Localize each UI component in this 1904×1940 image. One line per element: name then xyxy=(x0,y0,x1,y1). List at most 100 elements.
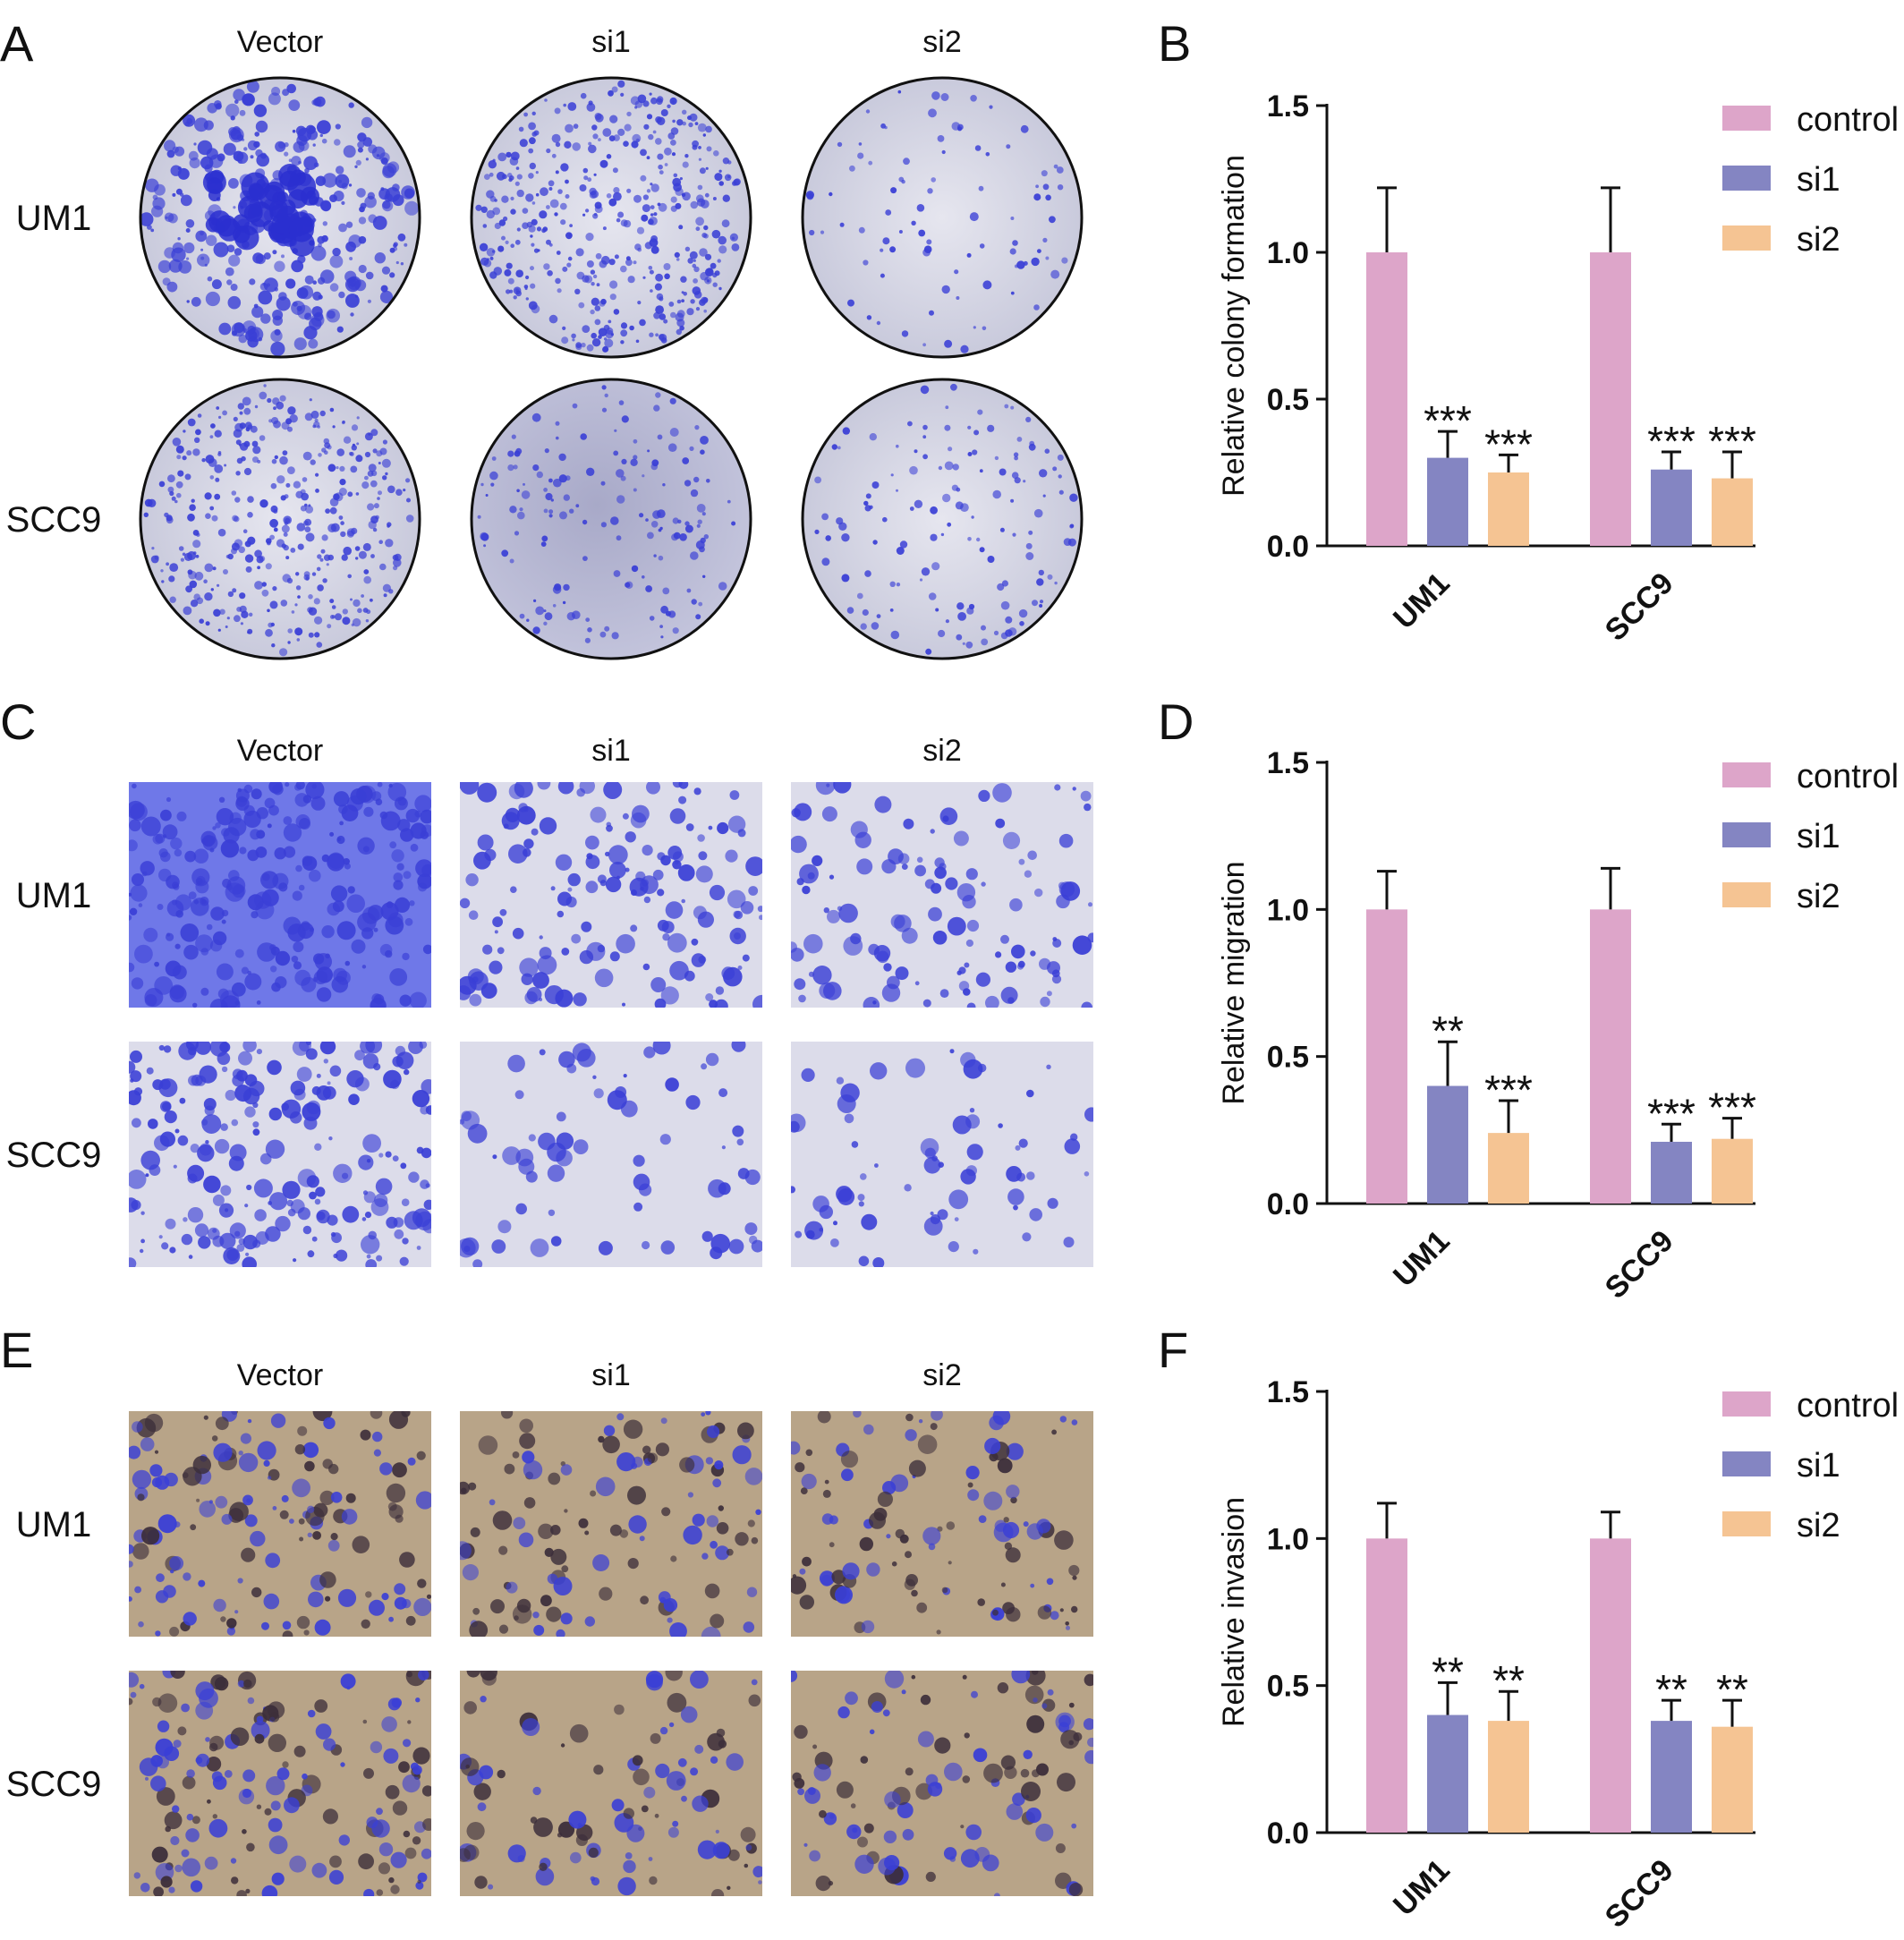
bar-si2-scc9 xyxy=(1712,478,1753,546)
panel-c: C Vector si1 si2 UM1 SCC9 xyxy=(0,693,1093,1267)
legend-swatch-si2 xyxy=(1722,225,1771,251)
legend-label-si2: si2 xyxy=(1797,221,1840,259)
legend-label-si1: si1 xyxy=(1797,161,1840,199)
micrograph-a-um1-vector xyxy=(139,76,421,359)
row-label-um1: UM1 xyxy=(16,199,91,238)
bar-si2-um1 xyxy=(1488,1133,1529,1204)
micrograph-e-um1-si1 xyxy=(460,1411,762,1637)
bar-si2-um1 xyxy=(1488,472,1529,546)
y-tick-label: 0.5 xyxy=(1267,1670,1309,1704)
significance-label: ** xyxy=(1432,1648,1464,1695)
panel-letter-e: E xyxy=(0,1322,33,1378)
micrograph-c-scc9-vector xyxy=(129,1042,431,1267)
significance-label: ** xyxy=(1492,1657,1525,1704)
y-tick-label: 1.0 xyxy=(1267,1522,1309,1556)
significance-label: *** xyxy=(1647,1090,1696,1136)
legend-swatch-si1 xyxy=(1722,822,1771,847)
bar-charts: B 0.0 0.5 1.0 1.5 Relative colony formation **… xyxy=(1158,15,1899,1935)
y-tick-label: 0.0 xyxy=(1267,530,1309,564)
micrograph-e-um1-si2 xyxy=(791,1411,1093,1637)
micrograph-e-scc9-si2 xyxy=(791,1671,1093,1896)
panel-letter-b: B xyxy=(1158,15,1191,72)
chart-d: D 0.0 0.5 1.0 1.5 Relative migration *** *** ** *… xyxy=(1158,693,1899,1306)
column-label-si2: si2 xyxy=(922,1358,961,1392)
bar-si1-scc9 xyxy=(1651,1721,1692,1833)
bar-si1-um1 xyxy=(1427,1085,1468,1204)
micrograph-a-scc9-si2 xyxy=(801,378,1084,660)
chart-f: F 0.0 0.5 1.0 1.5 Relative invasion ** ** ** ** UM… xyxy=(1158,1322,1899,1935)
legend-label-control: control xyxy=(1797,758,1899,796)
y-tick-label: 1.5 xyxy=(1267,89,1309,123)
column-label-vector: Vector xyxy=(237,25,323,59)
bar-si1-um1 xyxy=(1427,1715,1468,1833)
y-tick-label: 1.5 xyxy=(1267,746,1309,780)
micrograph-a-scc9-si1 xyxy=(470,378,752,660)
micrograph-e-scc9-vector xyxy=(129,1671,431,1896)
panel-a: A Vector si1 si2 UM1 SCC9 xyxy=(0,15,1084,660)
row-label-scc9: SCC9 xyxy=(6,1765,102,1804)
panel-letter-a: A xyxy=(0,15,34,72)
legend-label-si2: si2 xyxy=(1797,878,1840,915)
significance-label: *** xyxy=(1424,397,1472,444)
y-tick-label: 1.0 xyxy=(1267,893,1309,927)
bar-si1-scc9 xyxy=(1651,1141,1692,1204)
y-tick-label: 0.0 xyxy=(1267,1187,1309,1221)
panel-e: E Vector si1 si2 UM1 SCC9 xyxy=(0,1322,1093,1896)
bar-control-um1 xyxy=(1366,909,1407,1204)
y-tick-label: 1.5 xyxy=(1267,1375,1309,1409)
image-panels: A Vector si1 si2 UM1 SCC9 C Vector si1 si2 UM1 SCC9… xyxy=(0,15,1093,1896)
x-tick-label-um1: UM1 xyxy=(1387,1224,1457,1294)
panel-letter-c: C xyxy=(0,693,36,750)
micrograph-c-um1-si2 xyxy=(791,782,1093,1008)
bar-control-scc9 xyxy=(1590,909,1631,1204)
bar-si1-um1 xyxy=(1427,457,1468,546)
legend-swatch-control xyxy=(1722,106,1771,131)
significance-label: ** xyxy=(1655,1666,1687,1713)
bar-si2-scc9 xyxy=(1712,1138,1753,1204)
significance-label: ** xyxy=(1716,1666,1748,1713)
y-axis-title: Relative invasion xyxy=(1217,1497,1251,1727)
row-label-scc9: SCC9 xyxy=(6,500,102,540)
legend-label-control: control xyxy=(1797,101,1899,139)
significance-label: *** xyxy=(1647,418,1696,464)
y-axis-title: Relative migration xyxy=(1217,861,1251,1104)
panel-letter-f: F xyxy=(1158,1322,1188,1378)
legend-swatch-si2 xyxy=(1722,1511,1771,1536)
legend-label-si2: si2 xyxy=(1797,1507,1840,1544)
micrograph-a-scc9-vector xyxy=(139,378,421,660)
micrograph-c-um1-vector xyxy=(129,782,431,1008)
micrograph-e-scc9-si1 xyxy=(460,1671,762,1896)
column-label-vector: Vector xyxy=(237,1358,323,1392)
micrograph-c-scc9-si1 xyxy=(460,1042,762,1267)
legend-swatch-control xyxy=(1722,762,1771,787)
micrograph-c-um1-si1 xyxy=(460,782,762,1008)
significance-label: *** xyxy=(1708,1085,1756,1131)
x-tick-label-scc9: SCC9 xyxy=(1599,1853,1680,1935)
x-tick-label-um1: UM1 xyxy=(1387,1853,1457,1923)
y-tick-label: 0.5 xyxy=(1267,1041,1309,1075)
y-tick-label: 0.0 xyxy=(1267,1817,1309,1851)
significance-label: *** xyxy=(1708,418,1756,464)
micrograph-c-scc9-si2 xyxy=(791,1042,1093,1267)
y-tick-label: 0.5 xyxy=(1267,383,1309,417)
legend-label-control: control xyxy=(1797,1387,1899,1425)
legend-swatch-si2 xyxy=(1722,882,1771,907)
row-label-um1: UM1 xyxy=(16,876,91,915)
bar-si2-um1 xyxy=(1488,1721,1529,1833)
bar-control-um1 xyxy=(1366,252,1407,546)
y-tick-label: 1.0 xyxy=(1267,236,1309,270)
significance-label: *** xyxy=(1484,421,1533,467)
column-label-si1: si1 xyxy=(591,25,630,59)
panel-letter-d: D xyxy=(1158,693,1194,750)
legend-label-si1: si1 xyxy=(1797,1447,1840,1485)
x-tick-label-scc9: SCC9 xyxy=(1599,566,1680,648)
chart-b: B 0.0 0.5 1.0 1.5 Relative colony formation **… xyxy=(1158,15,1899,648)
column-label-si1: si1 xyxy=(591,1358,630,1392)
significance-label: *** xyxy=(1484,1067,1533,1113)
legend-label-si1: si1 xyxy=(1797,818,1840,855)
micrograph-a-um1-si1 xyxy=(470,76,752,359)
x-tick-label-um1: UM1 xyxy=(1387,566,1457,636)
micrograph-e-um1-vector xyxy=(129,1411,431,1637)
y-axis-title: Relative colony formation xyxy=(1217,155,1251,497)
